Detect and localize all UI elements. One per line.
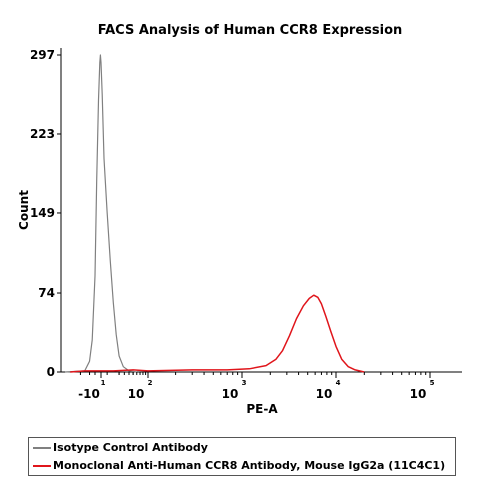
series-layer	[64, 54, 365, 373]
series-line-isotype	[64, 54, 137, 373]
x-tick-label: 10	[222, 387, 239, 401]
legend-swatch-isotype	[33, 446, 51, 449]
legend: Isotype Control Antibody Monoclonal Anti…	[28, 437, 456, 476]
legend-swatch-ccr8	[33, 464, 51, 467]
legend-label-isotype: Isotype Control Antibody	[53, 441, 208, 454]
legend-item-isotype: Isotype Control Antibody	[33, 439, 208, 456]
legend-label-ccr8: Monoclonal Anti-Human CCR8 Antibody, Mou…	[53, 459, 446, 472]
y-tick-label: 223	[30, 127, 55, 141]
y-tick-label: 149	[30, 206, 55, 220]
x-tick-label: 10	[128, 387, 145, 401]
x-tick-label: -10	[78, 387, 100, 401]
x-tick-label: 10	[410, 387, 427, 401]
x-tick-exponent: 3	[242, 379, 247, 387]
x-tick-exponent: 2	[148, 379, 153, 387]
series-line-ccr8	[70, 294, 365, 373]
legend-item-ccr8: Monoclonal Anti-Human CCR8 Antibody, Mou…	[33, 457, 445, 474]
y-tick-label: 74	[38, 286, 55, 300]
chart-title: FACS Analysis of Human CCR8 Expression	[97, 23, 403, 38]
x-tick-exponent: 1	[101, 379, 106, 387]
y-tick-label: 297	[30, 48, 55, 62]
x-tick-exponent: 4	[336, 379, 341, 387]
x-tick-exponent: 5	[430, 379, 435, 387]
x-axis-title: PE-A	[246, 402, 278, 416]
x-tick-label: 10	[316, 387, 333, 401]
axes	[60, 48, 462, 373]
y-tick-label: 0	[47, 365, 55, 379]
y-axis-title: Count	[17, 190, 31, 230]
